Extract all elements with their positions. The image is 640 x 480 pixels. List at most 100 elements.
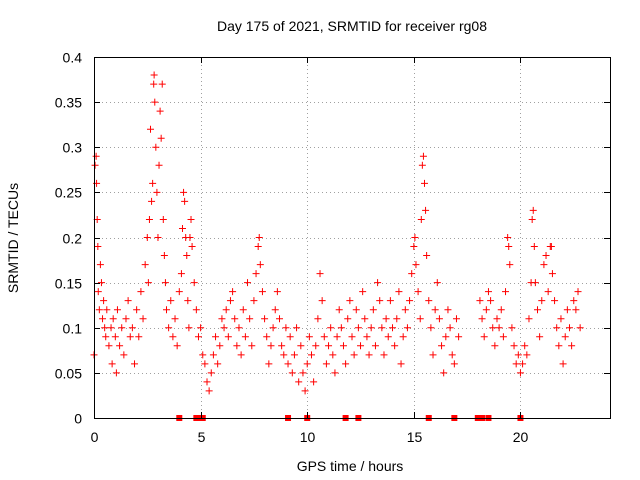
data-point [263,333,271,341]
data-point [167,297,175,305]
data-point [359,288,367,296]
data-point [335,306,343,314]
data-point [322,360,330,368]
data-point [365,351,373,359]
data-point [256,261,264,269]
data-point [271,306,279,314]
data-point [92,152,100,160]
data-point [199,351,207,359]
data-point [239,306,247,314]
data-point [399,333,407,341]
data-point [406,297,414,305]
data-point [154,234,162,241]
data-point [435,315,443,323]
data-point [183,252,191,260]
data-point [157,134,165,142]
data-point [144,279,152,287]
data-point [487,297,495,305]
data-point [325,342,333,350]
data-point [103,306,111,314]
data-point [155,161,163,169]
data-point [312,342,320,350]
y-tick-label: 0.25 [55,185,82,201]
data-point [116,342,124,350]
data-point [310,378,318,386]
data-point [105,342,113,350]
data-point [548,270,556,278]
data-point [570,297,578,305]
data-point [178,224,186,232]
x-axis-ticks: 0 5 10 15 20 [91,57,529,445]
data-point [128,324,136,332]
data-point [484,288,492,296]
data-point [412,261,420,269]
data-point [153,188,161,196]
data-point [565,324,573,332]
data-point [94,288,102,296]
y-tick-label: 0 [74,411,82,427]
data-point [231,315,239,323]
data-point [229,288,237,296]
data-point [161,279,169,287]
data-point [152,143,160,151]
data-point [425,297,433,305]
data-point [107,324,115,332]
data-point [344,315,352,323]
data-point [380,351,388,359]
data-point [307,351,315,359]
data-point [505,243,513,251]
data-point [410,243,418,251]
data-point [444,306,452,314]
data-point [519,360,527,368]
data-point [290,351,298,359]
data-point [169,333,177,341]
data-point [329,351,337,359]
data-point [367,324,375,332]
data-point [489,324,497,332]
data-point [337,324,345,332]
y-tick-label: 0.15 [55,276,82,292]
data-point [553,324,561,332]
data-point [433,279,441,287]
data-point [175,288,183,296]
data-point [147,125,155,133]
data-point [250,297,258,305]
y-tick-label: 0.1 [63,321,83,337]
data-point [314,315,322,323]
data-point [124,297,132,305]
y-tick-label: 0.2 [63,231,83,247]
data-point [151,98,159,106]
data-point [514,351,522,359]
data-point [131,360,139,368]
data-point [391,342,399,350]
data-point [446,324,454,332]
data-point [417,215,425,223]
data-point [568,342,576,350]
data-point [94,243,102,251]
data-point [504,234,512,241]
data-point [194,333,202,341]
data-point [476,297,484,305]
data-point [378,324,386,332]
data-point [348,333,356,341]
data-point [241,333,249,341]
data-point [442,333,450,341]
x-tick-label: 20 [513,429,529,445]
data-point [423,252,431,260]
data-point [528,215,536,223]
data-point [555,342,563,350]
data-point [244,279,252,287]
data-point [235,324,243,332]
data-point [342,360,350,368]
data-point [491,342,499,350]
data-point [397,360,405,368]
data-point [95,306,103,314]
data-point [363,333,371,341]
data-point [273,288,281,296]
data-point [427,324,435,332]
data-point [137,288,145,296]
data-point [354,324,362,332]
data-point [450,360,458,368]
